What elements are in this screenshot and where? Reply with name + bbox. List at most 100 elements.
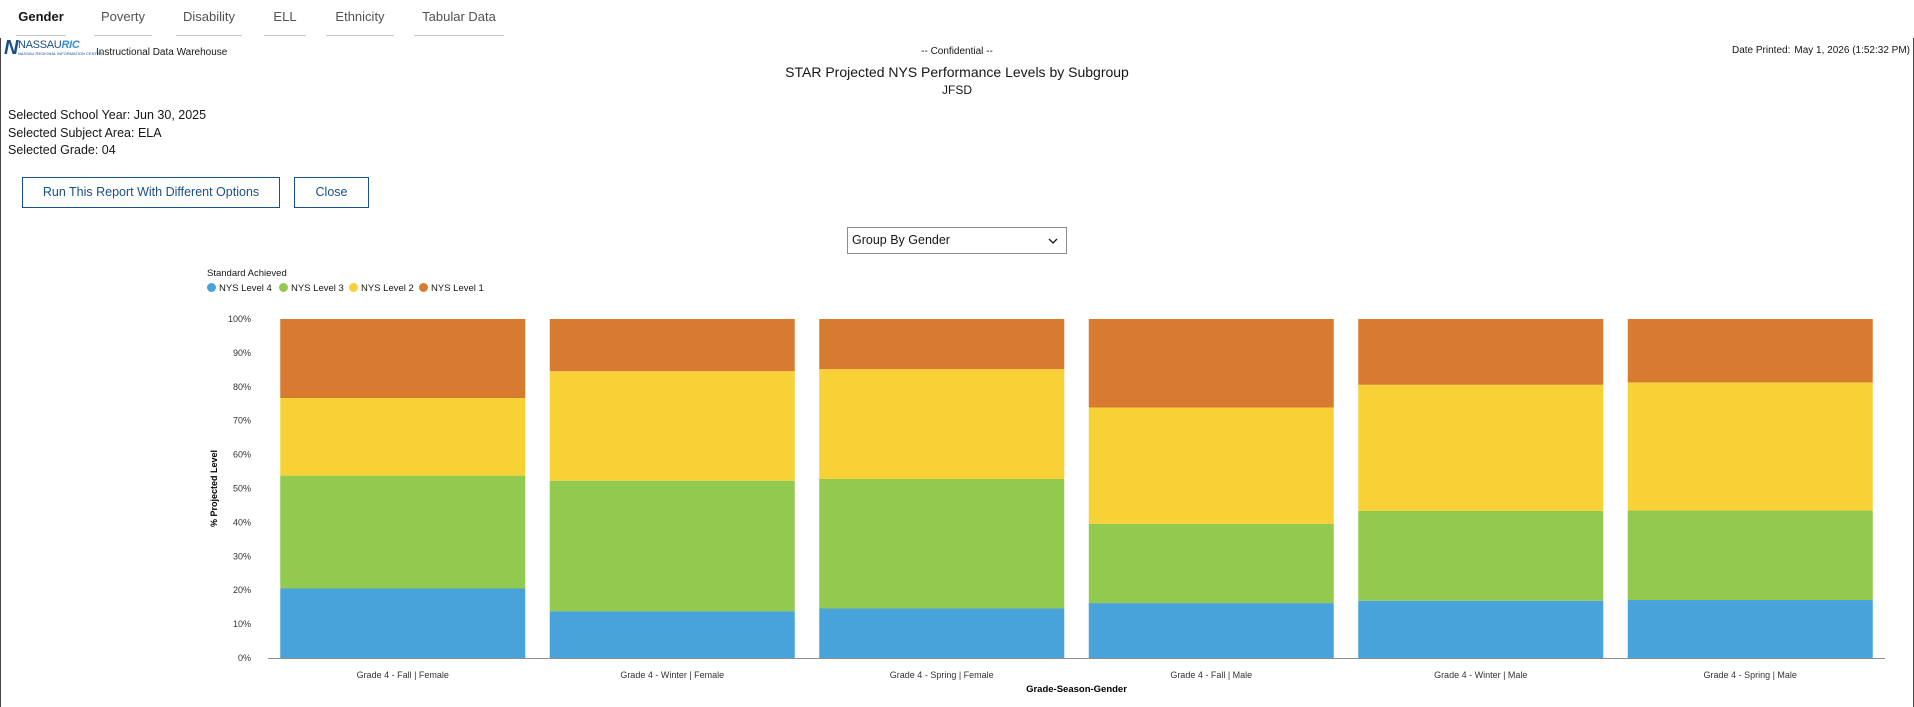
- bar-segment-nys-level-1[interactable]: [819, 319, 1065, 370]
- bar-segment-nys-level-2[interactable]: [1627, 382, 1873, 511]
- close-button[interactable]: Close: [294, 177, 369, 208]
- x-tick-label: Grade 4 - Winter | Female: [620, 670, 724, 680]
- param-subject-area: Selected Subject Area: ELA: [8, 125, 162, 140]
- tab-underline: [326, 35, 394, 36]
- x-axis-title: Grade-Season-Gender: [1026, 684, 1127, 695]
- legend-label: NYS Level 2: [361, 283, 414, 294]
- run-with-different-options-button[interactable]: Run This Report With Different Options: [22, 177, 280, 208]
- bar-segment-nys-level-4[interactable]: [1358, 600, 1604, 658]
- legend-item-level1: NYS Level 1: [419, 282, 484, 296]
- bar-segment-nys-level-3[interactable]: [1627, 510, 1873, 601]
- confidential-banner: -- Confidential --: [921, 46, 993, 57]
- tab-ell[interactable]: ELL: [258, 0, 312, 36]
- tab-disability[interactable]: Disability: [170, 0, 248, 36]
- legend-label: NYS Level 3: [291, 283, 344, 294]
- tab-underline: [176, 35, 242, 36]
- x-tick-label: Grade 4 - Winter | Male: [1434, 670, 1527, 680]
- logo-word-nassau: NASSAU: [18, 39, 62, 51]
- x-tick-label: Grade 4 - Fall | Female: [357, 670, 449, 680]
- report-frame-left: [0, 38, 1, 707]
- tab-tabular-data[interactable]: Tabular Data: [408, 0, 510, 36]
- report-subtitle: JFSD: [942, 83, 972, 97]
- bar-segment-nys-level-3[interactable]: [1088, 523, 1334, 604]
- y-tick-label: 60%: [233, 450, 251, 460]
- bar-segment-nys-level-3[interactable]: [280, 475, 526, 589]
- y-tick-label: 40%: [233, 517, 251, 527]
- bar-segment-nys-level-3[interactable]: [819, 479, 1065, 609]
- y-tick-label: 50%: [233, 484, 251, 494]
- tab-disability-label: Disability: [182, 9, 235, 24]
- x-tick-label: Grade 4 - Spring | Male: [1704, 670, 1797, 680]
- y-tick-label: 0%: [238, 653, 251, 663]
- legend-swatch: [349, 283, 358, 292]
- legend-swatch: [419, 283, 428, 292]
- y-tick-label: 30%: [233, 551, 251, 561]
- bar-stack-group: [280, 319, 1873, 658]
- x-axis-ticks: Grade 4 - Fall | Female Grade 4 - Winter …: [357, 670, 1797, 680]
- bar-segment-nys-level-2[interactable]: [280, 397, 526, 476]
- group-by-selected-value: Group By Gender: [852, 233, 950, 247]
- time-printed-value: (1:52:32 PM): [1852, 45, 1910, 56]
- bar-segment-nys-level-1[interactable]: [1358, 319, 1604, 385]
- y-tick-label: 100%: [228, 314, 251, 324]
- x-tick-label: Grade 4 - Fall | Male: [1170, 670, 1252, 680]
- chevron-down-icon: [1048, 238, 1058, 244]
- tab-underline: [414, 35, 504, 36]
- bar-segment-nys-level-2[interactable]: [819, 369, 1065, 480]
- bar-segment-nys-level-2[interactable]: [549, 371, 795, 481]
- tab-ethnicity[interactable]: Ethnicity: [320, 0, 400, 36]
- tab-underline: [16, 35, 66, 36]
- y-tick-label: 20%: [233, 585, 251, 595]
- param-school-year: Selected School Year: Jun 30, 2025: [8, 108, 207, 122]
- tab-tabular-data-label: Tabular Data: [422, 9, 496, 24]
- group-by-select[interactable]: Group By Gender: [847, 227, 1067, 254]
- legend-title: Standard Achieved: [207, 268, 287, 279]
- y-tick-label: 70%: [233, 416, 251, 426]
- y-tick-label: 10%: [233, 619, 251, 629]
- legend-label: NYS Level 1: [431, 283, 484, 294]
- bar-segment-nys-level-3[interactable]: [1358, 510, 1604, 601]
- tab-poverty-label: Poverty: [100, 9, 146, 24]
- y-tick-label: 90%: [233, 348, 251, 358]
- legend-item-level2: NYS Level 2: [349, 282, 414, 296]
- y-axis-ticks: 0% 10% 20% 30% 40% 50% 60% 70% 80% 90% 100%: [228, 314, 251, 663]
- bar-segment-nys-level-2[interactable]: [1088, 407, 1334, 524]
- report-title: STAR Projected NYS Performance Levels by…: [785, 64, 1129, 80]
- bar-segment-nys-level-1[interactable]: [1088, 319, 1334, 408]
- nassau-ric-logo: N NASSAURIC NASSAU REGIONAL INFORMATION …: [4, 37, 102, 59]
- logo-word-ric: RIC: [61, 39, 80, 51]
- tab-underline: [94, 35, 152, 36]
- tab-gender[interactable]: Gender: [10, 0, 72, 36]
- bar-segment-nys-level-4[interactable]: [819, 608, 1065, 658]
- report-parameters: Selected School Year: Jun 30, 2025 Selec…: [8, 107, 206, 160]
- logo-wordmark: NASSAURIC: [18, 39, 80, 51]
- date-printed-value: May 1, 2026: [1794, 45, 1850, 56]
- bar-segment-nys-level-1[interactable]: [549, 319, 795, 372]
- bar-segment-nys-level-4[interactable]: [1627, 600, 1873, 658]
- date-printed: Date Printed: May 1, 2026 (1:52:32 PM): [1732, 45, 1910, 56]
- tab-ell-label: ELL: [273, 9, 297, 24]
- legend-label: NYS Level 4: [219, 283, 272, 294]
- bar-segment-nys-level-2[interactable]: [1358, 384, 1604, 511]
- logo-mark: N: [4, 37, 19, 59]
- bar-segment-nys-level-4[interactable]: [280, 588, 526, 658]
- tab-ethnicity-label: Ethnicity: [335, 9, 385, 24]
- tab-poverty[interactable]: Poverty: [88, 0, 158, 36]
- bar-segment-nys-level-1[interactable]: [1627, 319, 1873, 383]
- bar-segment-nys-level-4[interactable]: [1088, 603, 1334, 658]
- report-tab-bar: Gender Poverty Disability ELL Ethnicity …: [0, 0, 1914, 38]
- param-grade: Selected Grade: 04: [8, 143, 116, 157]
- date-printed-label: Date Printed:: [1731, 45, 1791, 56]
- bar-segment-nys-level-1[interactable]: [280, 319, 526, 398]
- legend-swatch: [279, 283, 288, 292]
- app-name: Instructional Data Warehouse: [96, 47, 228, 58]
- tab-gender-label: Gender: [18, 9, 64, 24]
- bar-segment-nys-level-3[interactable]: [549, 480, 795, 612]
- legend-item-level4: NYS Level 4: [207, 282, 272, 296]
- legend-swatch: [207, 283, 216, 292]
- y-tick-label: 80%: [233, 382, 251, 392]
- legend-item-level3: NYS Level 3: [279, 282, 344, 296]
- tab-underline: [264, 35, 306, 36]
- bar-segment-nys-level-4[interactable]: [549, 611, 795, 658]
